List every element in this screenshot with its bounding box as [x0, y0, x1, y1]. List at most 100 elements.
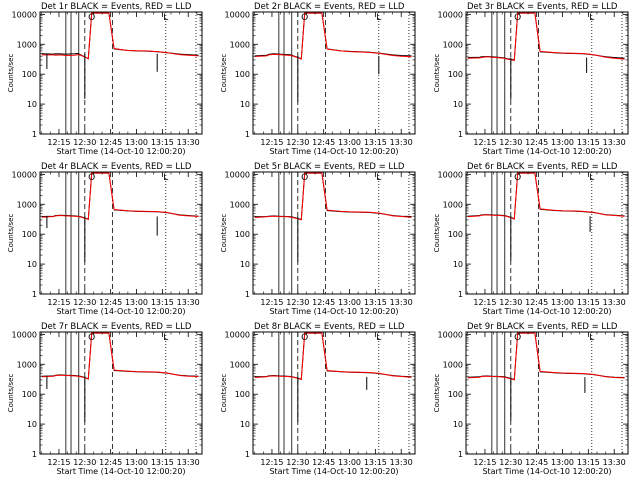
- x-tick-label: 13:15: [151, 298, 174, 307]
- x-tick-label: 12:30: [499, 458, 522, 467]
- y-tick-label: 10000: [438, 330, 463, 339]
- x-tick-label: 13:15: [577, 298, 600, 307]
- lld-series-line: [41, 332, 199, 380]
- x-tick-label: 13:30: [390, 458, 413, 467]
- y-tick-label: 10: [27, 100, 37, 109]
- marker-label-l: L: [589, 173, 594, 183]
- x-tick-label: 12:15: [260, 298, 283, 307]
- y-tick-label: 1: [458, 290, 463, 299]
- x-tick-label: 13:00: [125, 458, 148, 467]
- y-tick-label: 100: [22, 70, 37, 79]
- y-tick-label: 100: [448, 390, 463, 399]
- panel-title: Det 1r BLACK = Events, RED = LLD: [41, 2, 192, 12]
- y-tick-label: 10: [240, 260, 250, 269]
- y-tick-label: 10000: [12, 170, 37, 179]
- events-series-line: [467, 172, 625, 220]
- x-tick-label: 12:30: [73, 298, 96, 307]
- marker-label-o: O: [301, 13, 308, 23]
- panel-title: Det 6r BLACK = Events, RED = LLD: [467, 162, 618, 172]
- plot-frame: [465, 11, 629, 135]
- marker-label-o: O: [88, 333, 95, 343]
- plot-frame: [39, 11, 203, 135]
- plot-frame: [252, 331, 416, 455]
- y-tick-label: 1000: [230, 200, 250, 209]
- x-tick-label: 13:30: [177, 458, 200, 467]
- x-tick-label: 13:30: [177, 138, 200, 147]
- y-tick-label: 10000: [225, 10, 250, 19]
- x-tick-label: 12:45: [99, 298, 122, 307]
- y-tick-label: 100: [22, 230, 37, 239]
- plot-frame: [465, 171, 629, 295]
- x-tick-label: 12:30: [286, 138, 309, 147]
- events-series-line: [467, 332, 625, 381]
- y-axis-label: Counts/sec: [7, 54, 15, 93]
- x-axis-label: Start Time (14-Oct-10 12:00:20): [269, 307, 398, 316]
- x-tick-label: 13:00: [551, 298, 574, 307]
- y-tick-label: 1: [32, 130, 37, 139]
- y-tick-label: 1: [245, 130, 250, 139]
- y-axis-label: Counts/sec: [220, 374, 228, 413]
- y-axis-label: Counts/sec: [433, 214, 441, 253]
- x-tick-label: 13:15: [577, 458, 600, 467]
- x-tick-label: 13:00: [125, 298, 148, 307]
- panel-title: Det 4r BLACK = Events, RED = LLD: [41, 162, 192, 172]
- y-axis-label: Counts/sec: [433, 374, 441, 413]
- y-tick-label: 10: [453, 420, 463, 429]
- y-axis-label: Counts/sec: [7, 214, 15, 253]
- y-tick-label: 1: [32, 450, 37, 459]
- x-tick-label: 13:00: [338, 138, 361, 147]
- y-tick-label: 10000: [438, 10, 463, 19]
- plot-frame: [39, 331, 203, 455]
- lld-series-line: [41, 172, 199, 221]
- x-tick-label: 12:45: [312, 458, 335, 467]
- y-tick-label: 10: [453, 260, 463, 269]
- y-tick-label: 10000: [12, 10, 37, 19]
- x-tick-label: 13:30: [390, 298, 413, 307]
- y-tick-label: 1: [245, 290, 250, 299]
- y-tick-label: 100: [448, 230, 463, 239]
- lld-series-line: [254, 332, 412, 381]
- marker-label-l: L: [163, 333, 168, 343]
- plot-frame: [252, 171, 416, 295]
- y-tick-label: 100: [448, 70, 463, 79]
- x-tick-label: 12:30: [499, 298, 522, 307]
- y-tick-label: 10000: [438, 170, 463, 179]
- x-axis-label: Start Time (14-Oct-10 12:00:20): [482, 147, 611, 156]
- marker-label-o: O: [514, 173, 521, 183]
- panel-title: Det 3r BLACK = Events, RED = LLD: [467, 2, 618, 12]
- x-tick-label: 13:00: [338, 298, 361, 307]
- x-tick-label: 13:00: [125, 138, 148, 147]
- x-tick-label: 13:15: [364, 458, 387, 467]
- y-tick-label: 1000: [230, 40, 250, 49]
- x-tick-label: 13:30: [390, 138, 413, 147]
- x-tick-label: 13:00: [338, 458, 361, 467]
- x-tick-label: 13:15: [577, 138, 600, 147]
- y-tick-label: 1000: [443, 40, 463, 49]
- lld-series-line: [467, 172, 625, 220]
- x-tick-label: 13:30: [603, 298, 626, 307]
- marker-label-l: L: [376, 333, 381, 343]
- y-tick-label: 1000: [17, 40, 37, 49]
- y-axis-label: Counts/sec: [7, 374, 15, 413]
- lld-series-line: [41, 12, 199, 60]
- events-series-line: [254, 12, 412, 60]
- x-tick-label: 12:45: [525, 458, 548, 467]
- marker-label-o: O: [88, 173, 95, 183]
- panel-title: Det 7r BLACK = Events, RED = LLD: [41, 322, 192, 332]
- y-tick-label: 1000: [230, 360, 250, 369]
- x-tick-label: 12:45: [99, 138, 122, 147]
- marker-label-l: L: [376, 13, 381, 23]
- x-tick-label: 13:15: [151, 458, 174, 467]
- lld-series-line: [467, 12, 625, 61]
- x-tick-label: 12:15: [47, 458, 70, 467]
- marker-label-l: L: [589, 13, 594, 23]
- y-tick-label: 100: [22, 390, 37, 399]
- y-axis-label: Counts/sec: [220, 54, 228, 93]
- y-tick-label: 10000: [225, 170, 250, 179]
- x-tick-label: 13:15: [364, 138, 387, 147]
- x-tick-label: 12:30: [73, 138, 96, 147]
